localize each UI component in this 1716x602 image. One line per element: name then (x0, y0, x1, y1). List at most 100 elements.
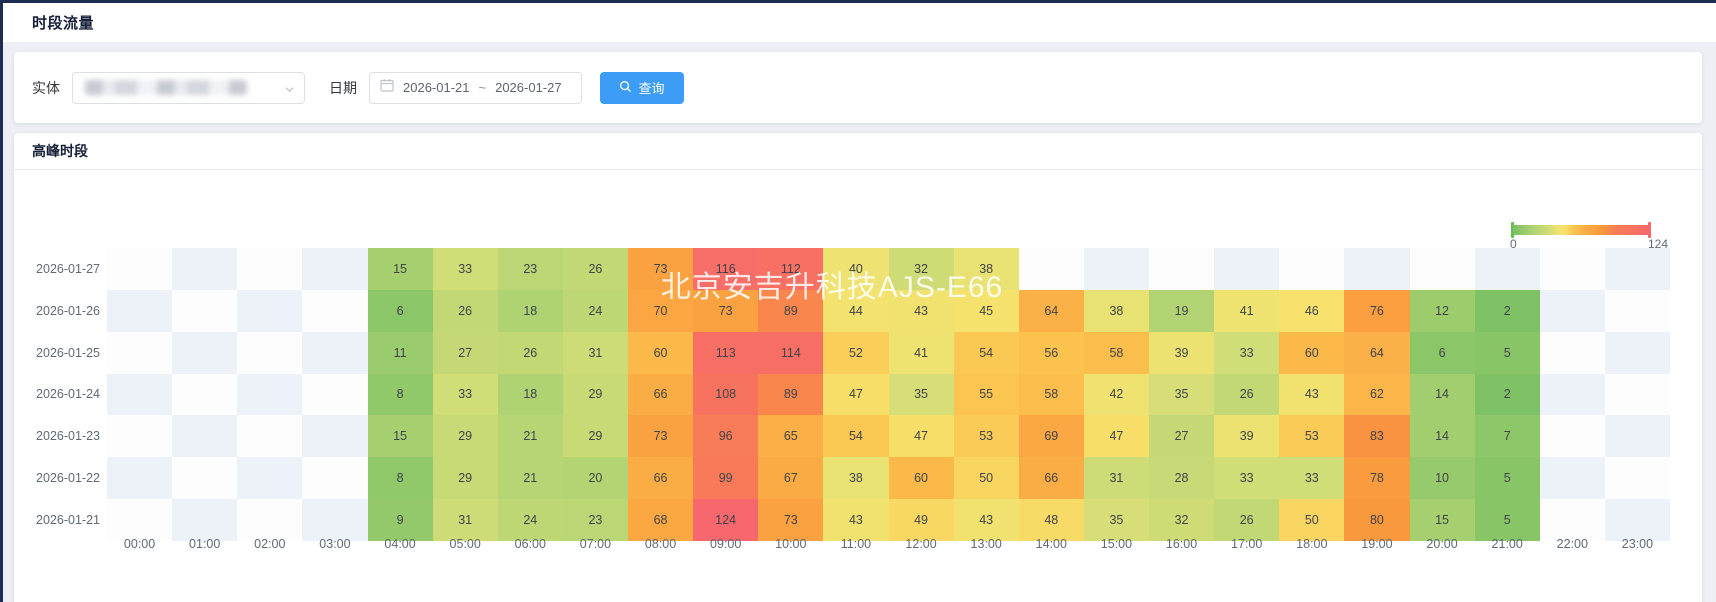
heatmap-cell[interactable]: 33 (432, 373, 498, 416)
heatmap-cell[interactable]: 29 (432, 457, 498, 500)
heatmap-cell[interactable]: 52 (823, 331, 889, 374)
heatmap-cell[interactable]: 47 (823, 373, 889, 416)
heatmap-cell[interactable]: 43 (823, 499, 889, 541)
heatmap-cell[interactable]: 83 (1344, 415, 1410, 458)
heatmap-cell[interactable]: 31 (1083, 457, 1149, 500)
heatmap-cell[interactable]: 112 (758, 248, 824, 290)
heatmap-cell[interactable]: 35 (1083, 499, 1149, 541)
heatmap-cell[interactable]: 53 (953, 415, 1019, 458)
heatmap-cell[interactable]: 41 (1214, 289, 1280, 332)
heatmap-cell[interactable]: 38 (953, 248, 1019, 290)
heatmap-cell[interactable]: 47 (1083, 415, 1149, 458)
heatmap-cell[interactable]: 8 (367, 373, 433, 416)
heatmap-cell[interactable]: 69 (1018, 415, 1084, 458)
heatmap-cell[interactable]: 68 (628, 499, 694, 541)
date-end-value[interactable]: 2026-01-27 (495, 80, 562, 95)
heatmap-cell[interactable]: 19 (1149, 289, 1215, 332)
heatmap-cell[interactable]: 96 (693, 415, 759, 458)
heatmap-cell[interactable]: 47 (888, 415, 954, 458)
heatmap-cell[interactable]: 26 (1214, 373, 1280, 416)
heatmap-cell[interactable]: 31 (562, 331, 628, 374)
heatmap-cell[interactable]: 46 (1279, 289, 1345, 332)
heatmap-cell[interactable]: 43 (953, 499, 1019, 541)
heatmap-cell[interactable]: 26 (562, 248, 628, 290)
heatmap-cell[interactable]: 54 (823, 415, 889, 458)
heatmap-cell[interactable]: 60 (1279, 331, 1345, 374)
heatmap-cell[interactable]: 31 (432, 499, 498, 541)
heatmap-cell[interactable]: 33 (432, 248, 498, 290)
heatmap-cell[interactable]: 15 (367, 248, 433, 290)
heatmap-cell[interactable]: 42 (1083, 373, 1149, 416)
heatmap-cell[interactable]: 40 (823, 248, 889, 290)
heatmap-cell[interactable]: 73 (693, 289, 759, 332)
heatmap-cell[interactable]: 55 (953, 373, 1019, 416)
heatmap-cell[interactable]: 35 (888, 373, 954, 416)
heatmap-cell[interactable]: 66 (1018, 457, 1084, 500)
query-button[interactable]: 查询 (600, 71, 684, 104)
heatmap-cell[interactable]: 89 (758, 289, 824, 332)
heatmap-cell[interactable]: 32 (888, 248, 954, 290)
heatmap-cell[interactable]: 116 (693, 248, 759, 290)
heatmap-cell[interactable]: 27 (432, 331, 498, 374)
heatmap-cell[interactable]: 23 (562, 499, 628, 541)
heatmap-cell[interactable]: 24 (562, 289, 628, 332)
entity-select[interactable] (72, 71, 305, 104)
heatmap-cell[interactable]: 54 (953, 331, 1019, 374)
heatmap-cell[interactable]: 12 (1409, 289, 1475, 332)
heatmap-cell[interactable]: 11 (367, 331, 433, 374)
heatmap-cell[interactable]: 39 (1214, 415, 1280, 458)
heatmap-cell[interactable]: 33 (1214, 331, 1280, 374)
heatmap-cell[interactable]: 29 (562, 415, 628, 458)
heatmap-cell[interactable]: 89 (758, 373, 824, 416)
heatmap-cell[interactable]: 27 (1149, 415, 1215, 458)
heatmap-cell[interactable]: 21 (497, 457, 563, 500)
heatmap-cell[interactable]: 50 (953, 457, 1019, 500)
heatmap-cell[interactable]: 6 (367, 289, 433, 332)
heatmap-cell[interactable]: 50 (1279, 499, 1345, 541)
heatmap-cell[interactable]: 14 (1409, 415, 1475, 458)
heatmap-cell[interactable]: 60 (888, 457, 954, 500)
heatmap-cell[interactable]: 15 (367, 415, 433, 458)
heatmap-cell[interactable]: 20 (562, 457, 628, 500)
heatmap-cell[interactable]: 28 (1149, 457, 1215, 500)
heatmap-cell[interactable]: 44 (823, 289, 889, 332)
heatmap-cell[interactable]: 35 (1149, 373, 1215, 416)
heatmap-cell[interactable]: 64 (1344, 331, 1410, 374)
heatmap-cell[interactable]: 114 (758, 331, 824, 374)
heatmap-cell[interactable]: 2 (1474, 373, 1540, 416)
heatmap-cell[interactable]: 124 (693, 499, 759, 541)
heatmap-cell[interactable]: 26 (432, 289, 498, 332)
heatmap-cell[interactable]: 26 (1214, 499, 1280, 541)
heatmap-cell[interactable]: 38 (1083, 289, 1149, 332)
heatmap-cell[interactable]: 73 (758, 499, 824, 541)
heatmap-cell[interactable]: 64 (1018, 289, 1084, 332)
heatmap-cell[interactable]: 67 (758, 457, 824, 500)
heatmap-cell[interactable]: 99 (693, 457, 759, 500)
heatmap-cell[interactable]: 18 (497, 373, 563, 416)
heatmap-cell[interactable]: 41 (888, 331, 954, 374)
heatmap-cell[interactable]: 5 (1474, 499, 1540, 541)
heatmap-cell[interactable]: 45 (953, 289, 1019, 332)
heatmap-cell[interactable]: 66 (628, 457, 694, 500)
heatmap-cell[interactable]: 66 (628, 373, 694, 416)
heatmap-cell[interactable]: 9 (367, 499, 433, 541)
heatmap-cell[interactable]: 33 (1279, 457, 1345, 500)
heatmap-cell[interactable]: 8 (367, 457, 433, 500)
heatmap-cell[interactable]: 48 (1018, 499, 1084, 541)
heatmap-cell[interactable]: 5 (1474, 331, 1540, 374)
heatmap-cell[interactable]: 53 (1279, 415, 1345, 458)
heatmap-cell[interactable]: 5 (1474, 457, 1540, 500)
heatmap-cell[interactable]: 23 (497, 248, 563, 290)
heatmap-cell[interactable]: 43 (888, 289, 954, 332)
heatmap-cell[interactable]: 108 (693, 373, 759, 416)
heatmap-cell[interactable]: 73 (628, 248, 694, 290)
heatmap-cell[interactable]: 26 (497, 331, 563, 374)
heatmap-cell[interactable]: 2 (1474, 289, 1540, 332)
heatmap-cell[interactable]: 70 (628, 289, 694, 332)
heatmap-cell[interactable]: 39 (1149, 331, 1215, 374)
heatmap-cell[interactable]: 80 (1344, 499, 1410, 541)
heatmap-cell[interactable]: 62 (1344, 373, 1410, 416)
heatmap-cell[interactable]: 18 (497, 289, 563, 332)
heatmap-cell[interactable]: 58 (1018, 373, 1084, 416)
heatmap-cell[interactable]: 24 (497, 499, 563, 541)
